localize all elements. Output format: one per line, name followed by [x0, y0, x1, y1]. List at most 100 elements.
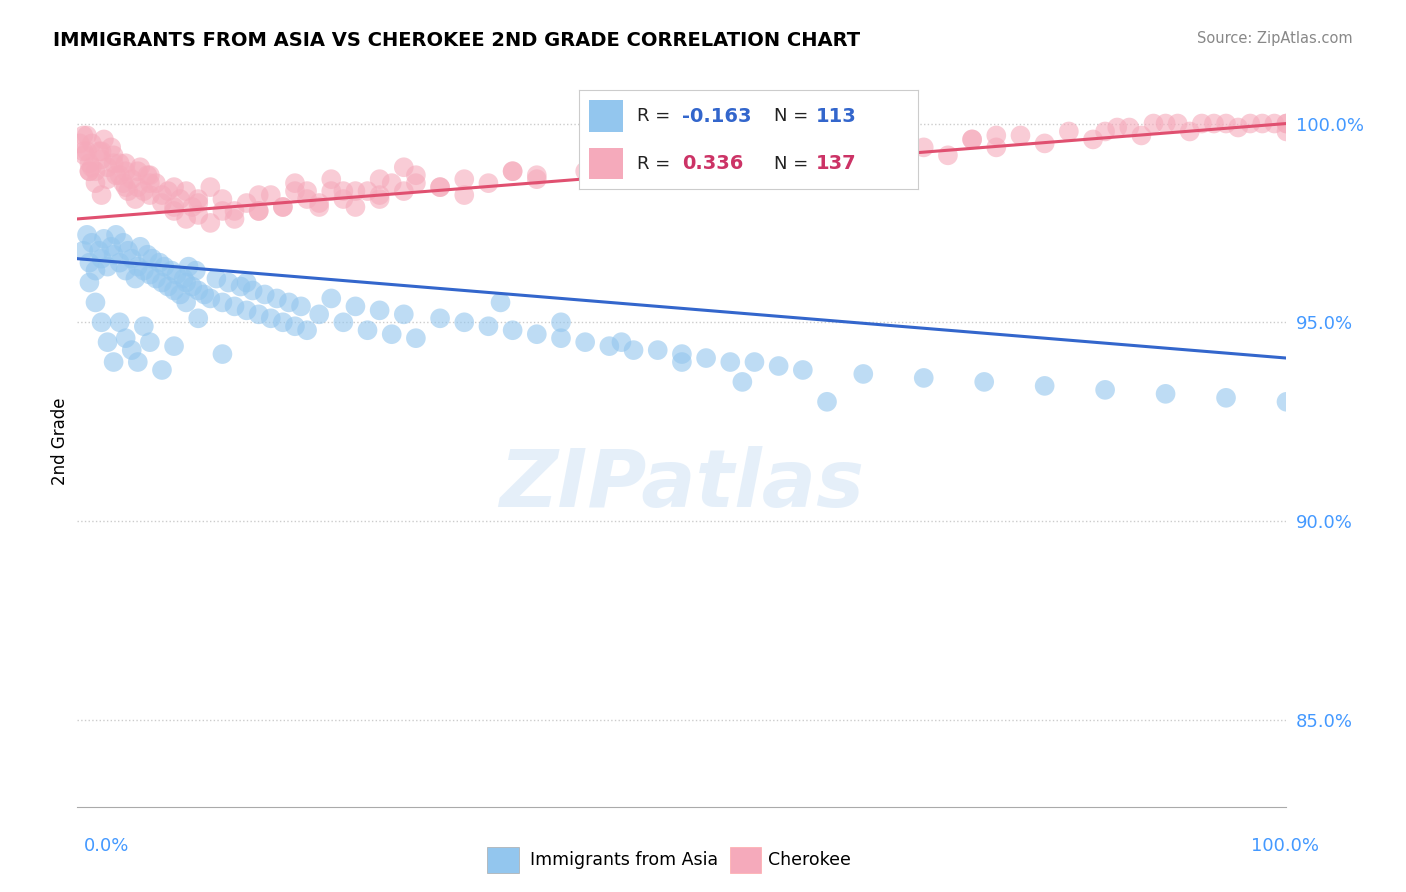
Text: Cherokee: Cherokee	[768, 851, 851, 869]
Point	[973, 375, 995, 389]
Point	[792, 363, 814, 377]
Point	[695, 351, 717, 365]
Point	[489, 295, 512, 310]
Point	[1167, 116, 1189, 130]
Point	[1010, 128, 1032, 143]
Text: ZIPatlas: ZIPatlas	[499, 446, 865, 524]
Point	[1081, 132, 1104, 146]
Point	[453, 188, 475, 202]
Point	[574, 164, 596, 178]
Point	[1178, 124, 1201, 138]
Point	[1094, 383, 1116, 397]
Point	[187, 208, 209, 222]
Point	[477, 319, 499, 334]
Point	[163, 200, 186, 214]
Point	[105, 227, 128, 242]
Point	[405, 168, 427, 182]
Point	[90, 315, 112, 329]
Point	[163, 180, 186, 194]
Point	[1202, 116, 1225, 130]
Point	[912, 371, 935, 385]
Point	[218, 276, 240, 290]
Point	[1033, 136, 1056, 151]
Point	[174, 184, 197, 198]
Point	[260, 188, 283, 202]
Point	[127, 355, 149, 369]
Point	[103, 355, 125, 369]
Point	[647, 148, 669, 162]
Point	[121, 172, 143, 186]
Point	[405, 176, 427, 190]
Point	[90, 252, 112, 266]
Point	[224, 204, 246, 219]
Point	[235, 303, 257, 318]
Point	[278, 295, 301, 310]
Point	[117, 184, 139, 198]
Point	[79, 164, 101, 178]
Point	[187, 311, 209, 326]
Point	[235, 196, 257, 211]
Point	[1275, 124, 1298, 138]
Point	[392, 161, 415, 175]
Point	[960, 132, 983, 146]
Point	[598, 156, 620, 170]
Point	[865, 145, 887, 159]
Point	[84, 295, 107, 310]
Point	[526, 327, 548, 342]
Point	[80, 235, 103, 250]
Point	[139, 335, 162, 350]
Point	[117, 244, 139, 258]
Point	[295, 323, 318, 337]
Point	[986, 140, 1008, 154]
Text: -0.163: -0.163	[682, 107, 752, 126]
Point	[392, 307, 415, 321]
Point	[815, 153, 838, 167]
Point	[93, 132, 115, 146]
Point	[169, 287, 191, 301]
Point	[936, 148, 959, 162]
Text: Source: ZipAtlas.com: Source: ZipAtlas.com	[1197, 31, 1353, 46]
Point	[72, 244, 94, 258]
Point	[260, 311, 283, 326]
Point	[72, 145, 94, 159]
Point	[127, 260, 149, 274]
Point	[114, 263, 136, 277]
Point	[150, 196, 173, 211]
Point	[84, 263, 107, 277]
Point	[157, 279, 180, 293]
Point	[114, 164, 136, 178]
Point	[87, 244, 110, 258]
Point	[839, 161, 862, 175]
Point	[121, 252, 143, 266]
Point	[368, 172, 391, 186]
Point	[1118, 120, 1140, 135]
Point	[1142, 116, 1164, 130]
Point	[344, 200, 367, 214]
Point	[100, 240, 122, 254]
Point	[105, 168, 128, 182]
Point	[321, 292, 343, 306]
Point	[247, 307, 270, 321]
Text: R =: R =	[637, 154, 676, 172]
Point	[429, 180, 451, 194]
Text: 113: 113	[815, 107, 856, 126]
Point	[132, 184, 155, 198]
Bar	[730, 847, 762, 872]
Point	[1130, 128, 1153, 143]
Point	[100, 140, 122, 154]
Point	[136, 168, 159, 182]
Point	[1057, 124, 1080, 138]
Point	[308, 307, 330, 321]
Point	[129, 161, 152, 175]
Point	[912, 140, 935, 154]
Point	[1215, 116, 1237, 130]
Point	[145, 176, 167, 190]
Bar	[589, 100, 623, 132]
Point	[623, 343, 645, 358]
Point	[112, 235, 135, 250]
Point	[332, 192, 354, 206]
Point	[76, 145, 98, 159]
Point	[163, 284, 186, 298]
Point	[332, 184, 354, 198]
Point	[1251, 116, 1274, 130]
